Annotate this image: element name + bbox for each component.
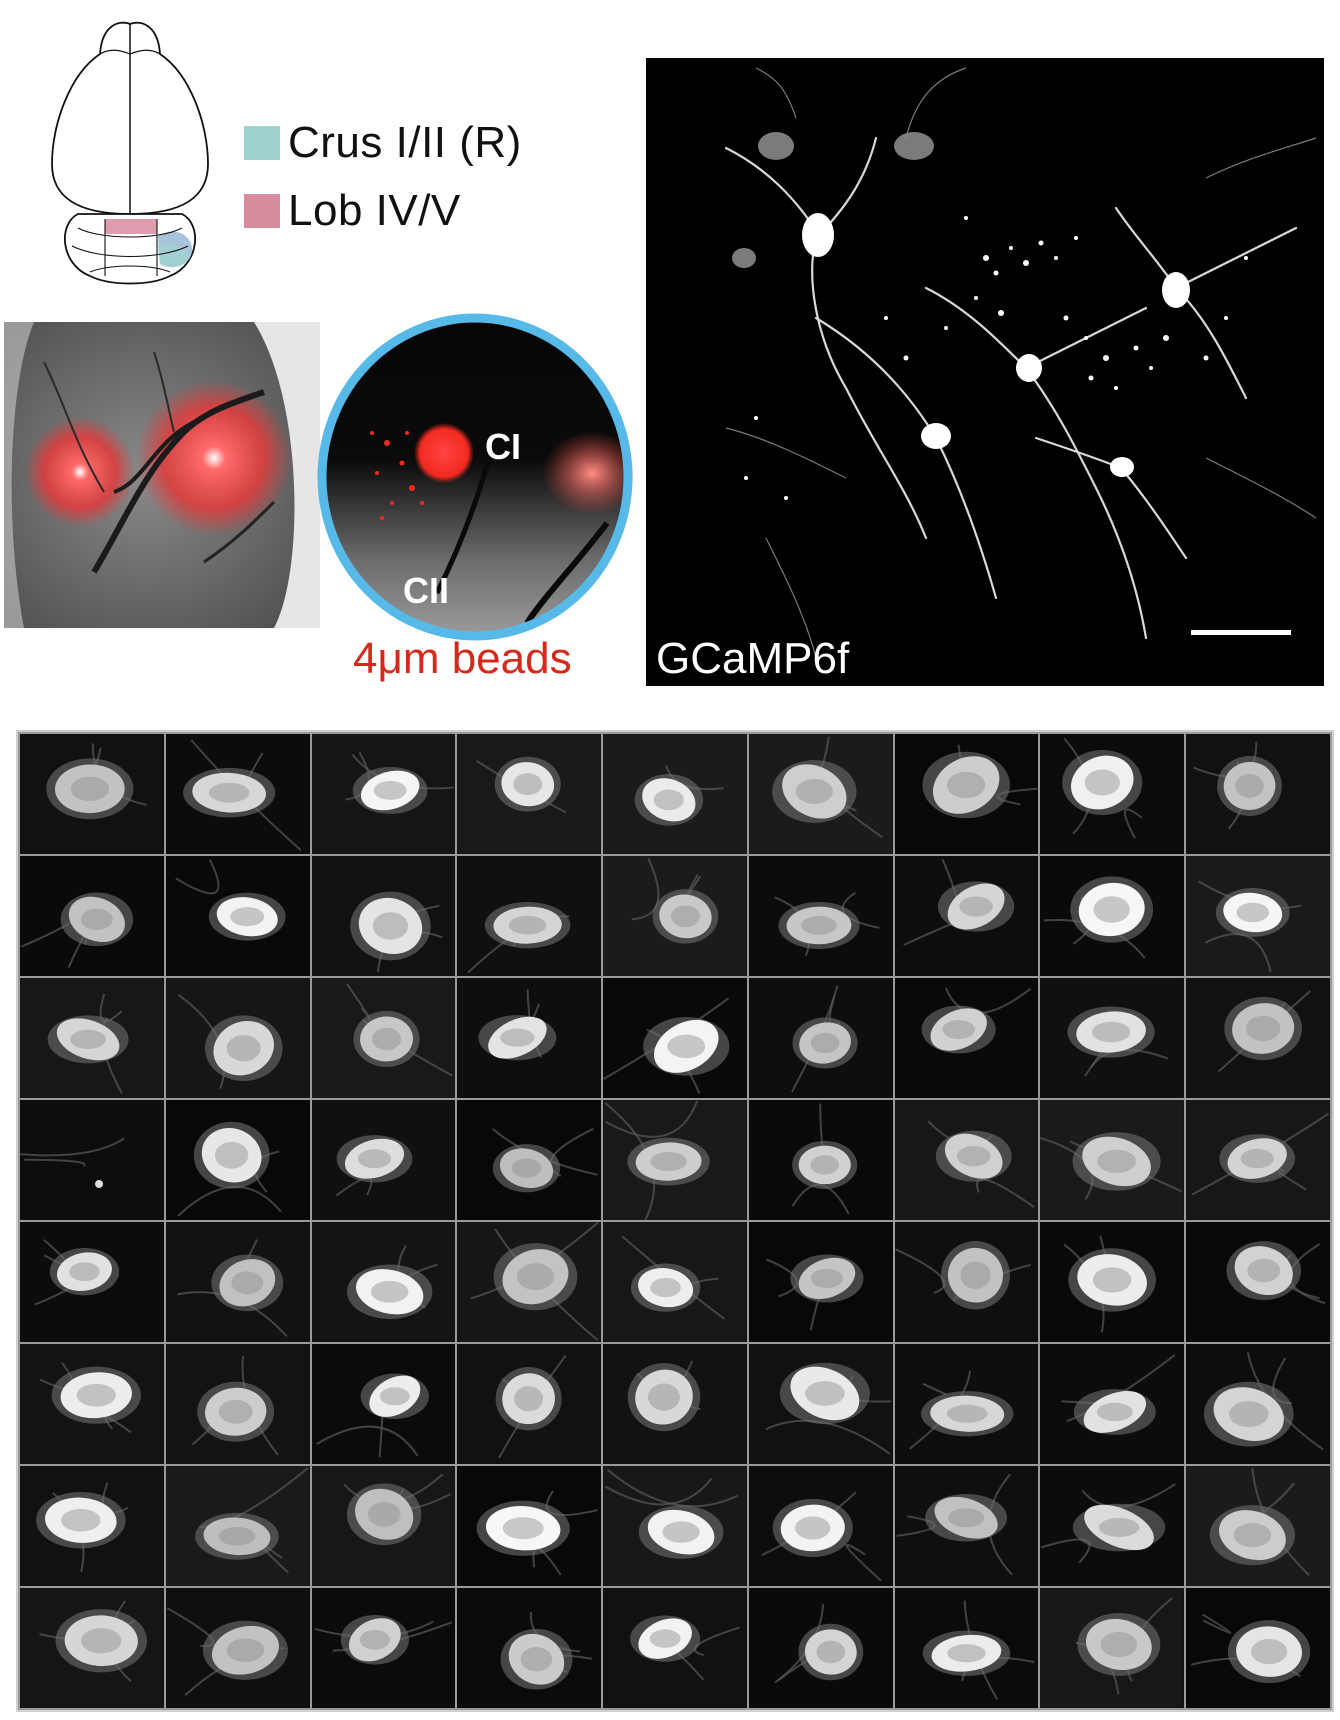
cell-tile bbox=[894, 1100, 1039, 1220]
cell-tile bbox=[1186, 734, 1330, 854]
cell-tile bbox=[603, 734, 747, 854]
cell-tile bbox=[1040, 1100, 1185, 1220]
cell-tile bbox=[603, 1466, 747, 1586]
cell-tile bbox=[1186, 1222, 1330, 1342]
cell-tile bbox=[1040, 978, 1185, 1098]
cell-tile bbox=[1040, 1466, 1185, 1586]
cell-tile bbox=[1040, 1344, 1185, 1464]
cell-tile bbox=[20, 1466, 164, 1586]
cell-tile bbox=[20, 1100, 164, 1220]
cell-tile bbox=[311, 978, 456, 1098]
cell-tile bbox=[1186, 1344, 1330, 1464]
cell-tile bbox=[894, 856, 1039, 976]
cell-tile bbox=[1040, 856, 1185, 976]
cell-tile bbox=[748, 1100, 893, 1220]
ci-label: CI bbox=[485, 426, 521, 467]
cell-tile bbox=[457, 1344, 602, 1464]
cell-tile bbox=[165, 1100, 310, 1220]
cell-tile bbox=[457, 978, 602, 1098]
cell-tile bbox=[1186, 1588, 1330, 1708]
cell-tile bbox=[603, 856, 747, 976]
cell-tile bbox=[20, 1222, 164, 1342]
cii-label: CII bbox=[403, 570, 449, 611]
cell-tile bbox=[603, 1344, 747, 1464]
cell-tile bbox=[894, 1222, 1039, 1342]
cell-tile bbox=[20, 734, 164, 854]
cell-tile bbox=[311, 1344, 456, 1464]
cell-tile bbox=[311, 856, 456, 976]
cell-tile bbox=[894, 978, 1039, 1098]
cell-mosaic bbox=[16, 730, 1334, 1712]
cell-tile bbox=[748, 1222, 893, 1342]
scale-bar bbox=[1191, 630, 1291, 635]
window-zoom-circle: CI CII bbox=[317, 313, 633, 641]
legend-label-crus: Crus I/II (R) bbox=[288, 118, 522, 167]
cell-tile bbox=[165, 1466, 310, 1586]
beads-label: 4μm beads bbox=[353, 634, 572, 683]
cell-tile bbox=[20, 978, 164, 1098]
cell-tile bbox=[20, 856, 164, 976]
cell-tile bbox=[1040, 1588, 1185, 1708]
legend-item-lob: Lob IV/V bbox=[244, 186, 461, 236]
cell-tile bbox=[457, 1466, 602, 1586]
cell-tile bbox=[1040, 734, 1185, 854]
cell-tile bbox=[748, 734, 893, 854]
cell-tile bbox=[748, 1466, 893, 1586]
cell-tile bbox=[457, 734, 602, 854]
cell-tile bbox=[603, 1100, 747, 1220]
cell-tile bbox=[603, 978, 747, 1098]
cell-tile bbox=[457, 1588, 602, 1708]
legend-label-lob: Lob IV/V bbox=[288, 186, 461, 235]
cell-tile bbox=[894, 1588, 1039, 1708]
cell-tile bbox=[311, 1588, 456, 1708]
cell-tile bbox=[1040, 1222, 1185, 1342]
cranial-window-image bbox=[4, 322, 320, 628]
cell-tile bbox=[311, 1466, 456, 1586]
cell-tile bbox=[165, 734, 310, 854]
cell-tile bbox=[165, 978, 310, 1098]
cell-tile bbox=[1186, 856, 1330, 976]
cell-tile bbox=[1186, 1466, 1330, 1586]
cell-tile bbox=[603, 1222, 747, 1342]
gcamp-image bbox=[646, 58, 1324, 686]
brain-schematic bbox=[51, 21, 209, 285]
cell-tile bbox=[165, 1588, 310, 1708]
cell-tile bbox=[311, 734, 456, 854]
cell-tile bbox=[311, 1222, 456, 1342]
cell-tile bbox=[20, 1588, 164, 1708]
cell-tile bbox=[894, 734, 1039, 854]
cell-tile bbox=[165, 1344, 310, 1464]
legend-swatch-crus bbox=[244, 126, 280, 160]
cell-tile bbox=[894, 1466, 1039, 1586]
cell-tile bbox=[457, 856, 602, 976]
cell-tile bbox=[748, 978, 893, 1098]
cell-tile bbox=[748, 1344, 893, 1464]
cell-tile bbox=[165, 1222, 310, 1342]
cell-tile bbox=[748, 1588, 893, 1708]
cell-tile bbox=[165, 856, 310, 976]
cell-tile bbox=[1186, 978, 1330, 1098]
legend-item-crus: Crus I/II (R) bbox=[244, 118, 522, 168]
cell-tile bbox=[603, 1588, 747, 1708]
cell-tile bbox=[1186, 1100, 1330, 1220]
legend-swatch-lob bbox=[244, 194, 280, 228]
cell-tile bbox=[457, 1222, 602, 1342]
cell-tile bbox=[311, 1100, 456, 1220]
cell-tile bbox=[20, 1344, 164, 1464]
cell-tile bbox=[748, 856, 893, 976]
gcamp-label: GCaMP6f bbox=[656, 634, 850, 683]
cell-tile bbox=[457, 1100, 602, 1220]
cell-tile bbox=[894, 1344, 1039, 1464]
